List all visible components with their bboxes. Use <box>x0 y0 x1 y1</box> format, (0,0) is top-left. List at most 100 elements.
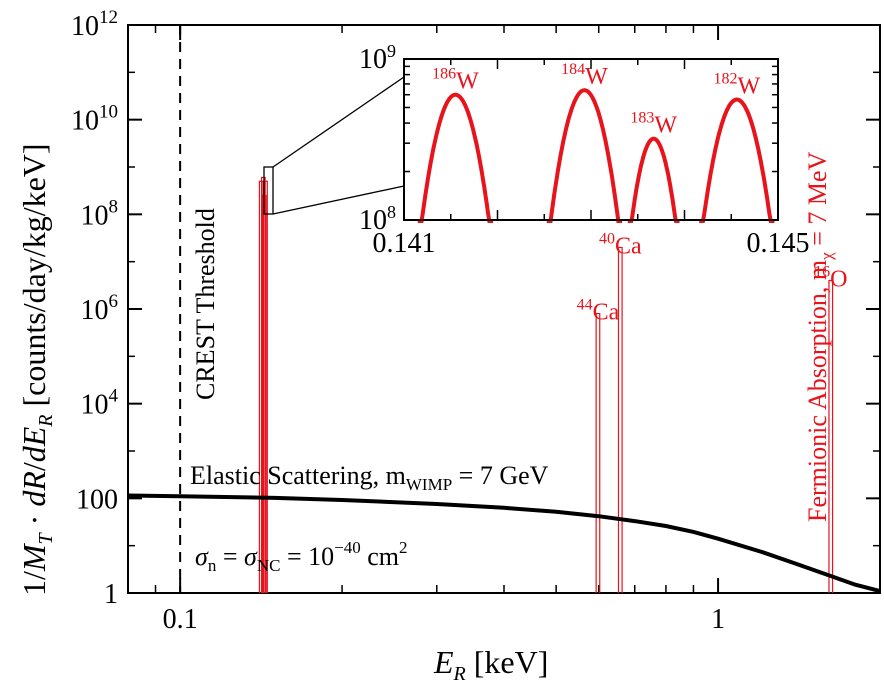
main-peak-label: 44Ca <box>577 297 620 326</box>
inset-peak-label: 186W <box>432 66 479 95</box>
y-axis-title: 1/MT · dR/dER [counts/day/kg/keV] <box>16 143 57 596</box>
peak-element: O <box>830 267 847 293</box>
y-tick-exp: 10 <box>99 102 118 123</box>
inset-y-tick-base: 10 <box>359 44 387 75</box>
y-title-dot: · <box>16 507 52 534</box>
y-title-dR: dR <box>16 471 52 507</box>
y-tick-exp: 4 <box>109 386 119 407</box>
sigma-equals: = <box>216 542 244 571</box>
inset-peak-curve <box>699 97 775 223</box>
y-title-R: R <box>35 414 57 427</box>
y-tick-label: 1012 <box>71 7 118 42</box>
inset-element: W <box>585 64 608 90</box>
x-tick-label: 1 <box>711 604 725 635</box>
y-title-prefix: 1/ <box>16 571 52 596</box>
absorption-peak-line <box>595 312 601 593</box>
sigma-n-sub: n <box>208 556 217 575</box>
y-tick-label: 1010 <box>71 102 118 137</box>
inset-x-tick-label: 0.145 <box>747 228 810 259</box>
y-tick-label: 104 <box>81 386 119 421</box>
sigma-nc-symbol: σ <box>244 542 258 571</box>
main-peak-label: 16O <box>814 264 847 293</box>
inset-y-tick-base: 10 <box>359 205 387 236</box>
y-tick-base: 10 <box>71 11 99 42</box>
x-title-R: R <box>453 663 466 685</box>
y-tick-label: 1 <box>104 579 118 610</box>
zoom-connector-bottom <box>272 185 405 215</box>
inset-mass-number: 184 <box>561 61 585 78</box>
y-tick-base: 10 <box>71 106 99 137</box>
sigma-exp: −40 <box>334 538 361 557</box>
sigma-nc-sub: NC <box>257 556 281 575</box>
sigma-unit-exp: 2 <box>399 538 408 557</box>
inset-ticks <box>403 59 779 220</box>
y-tick-label: 106 <box>81 291 119 326</box>
peak-mass-number: 44 <box>577 297 593 314</box>
absorption-peak-line <box>828 279 834 593</box>
inset-peak-label: 183W <box>630 110 677 139</box>
y-tick-base: 100 <box>76 484 118 515</box>
inset-peak-label: 182W <box>714 71 761 100</box>
elastic-curve <box>127 493 881 593</box>
x-title-E: E <box>433 644 454 680</box>
y-tick-exp: 12 <box>99 7 118 28</box>
x-tick-label: 0.1 <box>163 604 198 635</box>
y-tick-base: 10 <box>81 200 109 231</box>
absorption-label-main: Fermionic Absorption, m <box>803 260 832 522</box>
inset-peaks <box>417 88 775 223</box>
absorption-label: Fermionic Absorption, mχ = 7 MeV <box>803 151 836 522</box>
peak-element: Ca <box>593 300 620 326</box>
y-title-unit: [counts/day/kg/keV] <box>16 143 52 414</box>
peak-mass-number: 40 <box>599 230 615 247</box>
elastic-label: Elastic Scattering, mWIMP = 7 GeV <box>190 461 549 494</box>
y-tick-label: 100 <box>76 484 118 515</box>
y-title-T: T <box>35 531 57 544</box>
y-tick-exp: 8 <box>109 196 119 217</box>
x-axis-title: ER [keV] <box>433 644 548 685</box>
inset-mass-number: 182 <box>714 71 738 88</box>
sigma-unit: cm <box>361 542 399 571</box>
inset-element: W <box>456 69 479 95</box>
y-tick-base: 10 <box>81 295 109 326</box>
absorption-peak-line <box>617 246 623 593</box>
inset-y-tick-exp: 8 <box>387 202 396 222</box>
sigma-value: = 10 <box>280 542 334 571</box>
elastic-label-sub: WIMP <box>406 475 452 494</box>
peak-mass-number: 16 <box>814 264 830 281</box>
inset-element: W <box>654 113 677 139</box>
inset-x-tick-label: 0.141 <box>373 228 436 259</box>
inset-mass-number: 186 <box>432 66 456 83</box>
inset-y-tick-exp: 9 <box>387 41 396 61</box>
x-title-unit: [keV] <box>474 644 549 680</box>
cross-section-label: σn = σNC = 10−40 cm2 <box>195 538 407 575</box>
main-peak-label: 40Ca <box>599 230 642 259</box>
inset-element: W <box>738 74 761 100</box>
inset-peak-curve <box>627 136 680 223</box>
absorption-label-sub: χ <box>817 252 836 261</box>
y-title-M: M <box>16 542 52 572</box>
y-tick-label: 108 <box>81 196 119 231</box>
inset-peak-curve <box>546 88 623 223</box>
inset-y-tick-label: 108 <box>359 202 396 236</box>
sigma-n-symbol: σ <box>195 542 209 571</box>
y-title-slash: / <box>16 462 52 471</box>
y-tick-base: 10 <box>81 390 109 421</box>
inset-peak-curve <box>417 92 494 223</box>
absorption-peak-line <box>263 180 268 593</box>
zoom-connector-top <box>272 76 405 168</box>
inset-peak-label: 184W <box>561 61 608 90</box>
elastic-label-main: Elastic Scattering, m <box>190 461 406 490</box>
elastic-label-tail: = 7 GeV <box>452 461 548 490</box>
inset-y-tick-label: 109 <box>359 41 396 75</box>
zoom-box <box>263 166 274 215</box>
y-tick-base: 1 <box>104 579 118 610</box>
peak-element: Ca <box>615 233 642 259</box>
absorption-label-tail: = 7 MeV <box>803 151 832 252</box>
y-tick-exp: 6 <box>109 291 119 312</box>
y-title-dE: dE <box>16 426 52 462</box>
